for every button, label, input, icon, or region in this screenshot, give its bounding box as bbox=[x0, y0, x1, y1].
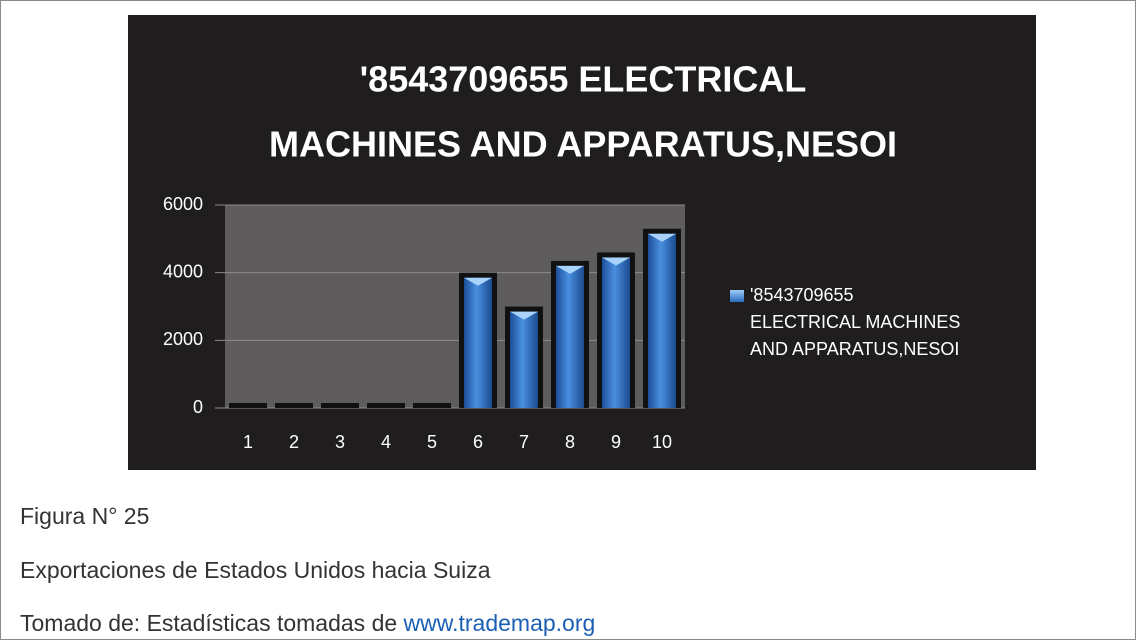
x-tick-label: 8 bbox=[565, 432, 575, 452]
bar-shadow bbox=[321, 403, 359, 408]
source-link[interactable]: www.trademap.org bbox=[403, 610, 596, 636]
x-tick-label: 6 bbox=[473, 432, 483, 452]
bar-cap bbox=[556, 265, 584, 274]
y-tick-label: 2000 bbox=[163, 329, 203, 349]
bar bbox=[510, 311, 538, 408]
y-tick-label: 6000 bbox=[163, 194, 203, 214]
x-tick-label: 2 bbox=[289, 432, 299, 452]
bar-shadow bbox=[229, 403, 267, 408]
x-tick-label: 5 bbox=[427, 432, 437, 452]
source-text: Tomado de: Estadísticas tomadas de bbox=[20, 610, 404, 636]
x-tick-label: 1 bbox=[243, 432, 253, 452]
legend-label: '8543709655 ELECTRICAL MACHINES AND APPA… bbox=[750, 285, 961, 359]
legend: '8543709655 ELECTRICAL MACHINES AND APPA… bbox=[730, 282, 965, 363]
figure-description: Exportaciones de Estados Unidos hacia Su… bbox=[20, 557, 491, 583]
figure-number: Figura N° 25 bbox=[20, 503, 150, 529]
x-tick-label: 4 bbox=[381, 432, 391, 452]
y-tick-label: 4000 bbox=[163, 261, 203, 281]
bar-shadow bbox=[367, 403, 405, 408]
chart-title: '8543709655 ELECTRICAL bbox=[360, 59, 807, 100]
x-tick-label: 9 bbox=[611, 432, 621, 452]
x-tick-label: 10 bbox=[652, 432, 672, 452]
bar bbox=[464, 277, 492, 408]
chart-title: MACHINES AND APPARATUS,NESOI bbox=[269, 124, 897, 165]
figure-source: Tomado de: Estadísticas tomadas de www.t… bbox=[20, 610, 595, 637]
bar-cap bbox=[602, 257, 630, 266]
bar-shadow bbox=[413, 403, 451, 408]
x-tick-label: 3 bbox=[335, 432, 345, 452]
bar bbox=[556, 265, 584, 408]
bar-shadow bbox=[275, 403, 313, 408]
y-tick-label: 0 bbox=[193, 397, 203, 417]
bar bbox=[648, 233, 676, 408]
bar bbox=[602, 257, 630, 408]
bar-cap bbox=[464, 277, 492, 286]
bar-cap bbox=[510, 311, 538, 320]
legend-swatch bbox=[730, 290, 744, 302]
x-tick-label: 7 bbox=[519, 432, 529, 452]
bar-cap bbox=[648, 233, 676, 242]
chart: '8543709655 ELECTRICAL MACHINES AND APPA… bbox=[128, 15, 1036, 470]
